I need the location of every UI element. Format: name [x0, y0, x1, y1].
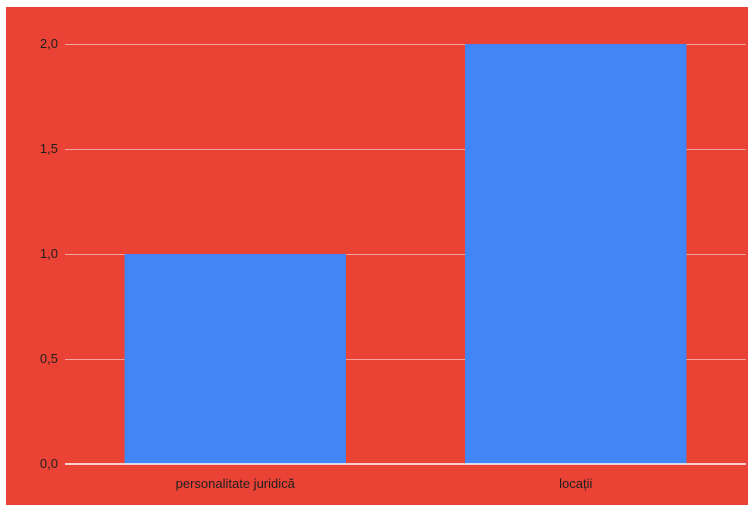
- y-tick-label-4: 2,0: [40, 36, 58, 51]
- x-tick-label-1: locații: [559, 476, 592, 491]
- x-tick-labels: personalitate juridică locații: [176, 476, 593, 491]
- y-tick-label-2: 1,0: [40, 246, 58, 261]
- bar-chart: 0,0 0,5 1,0 1,5 2,0 personalitate juridică lo…: [6, 7, 748, 505]
- chart-card: 0,0 0,5 1,0 1,5 2,0 personalitate juridică lo…: [6, 7, 748, 505]
- x-tick-label-0: personalitate juridică: [176, 476, 296, 491]
- y-tick-label-0: 0,0: [40, 456, 58, 471]
- bar-1: [465, 44, 687, 464]
- y-tick-label-3: 1,5: [40, 141, 58, 156]
- bar-0: [124, 254, 346, 464]
- y-tick-label-1: 0,5: [40, 351, 58, 366]
- bars: [124, 44, 687, 464]
- y-tick-labels: 0,0 0,5 1,0 1,5 2,0: [40, 36, 58, 471]
